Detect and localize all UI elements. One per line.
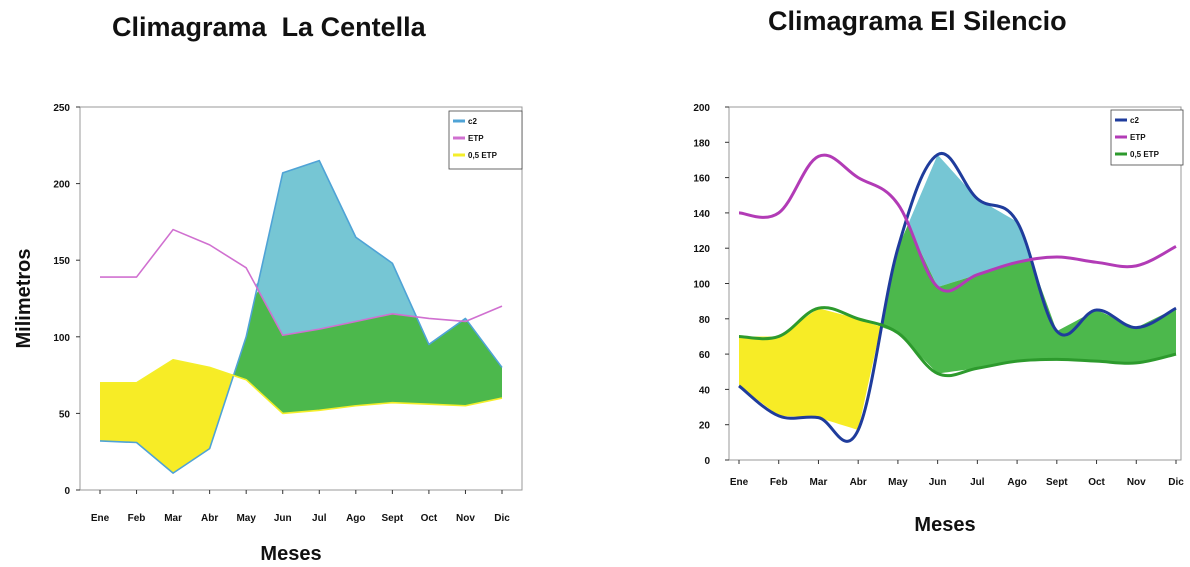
x-tick-label: Feb: [128, 513, 146, 524]
y-tick-label: 40: [699, 385, 711, 396]
y-tick-label: 20: [699, 421, 711, 432]
series-line-c2: [99, 159, 503, 474]
series-line-etp: [738, 153, 1177, 293]
series-line-etp: [100, 228, 503, 337]
reserve-area: [739, 224, 1176, 374]
deficit-area: [100, 160, 502, 474]
chart-title-el-silencio: Climagrama El Silencio: [768, 6, 1067, 36]
x-tick-label: Jul: [970, 477, 985, 488]
y-tick-label: 100: [693, 280, 710, 291]
y-tick-label: 150: [53, 256, 70, 267]
x-tick-label: Sept: [1046, 477, 1068, 488]
x-tick-label: Mar: [810, 477, 828, 488]
x-tick-label: Ago: [346, 513, 365, 524]
y-tick-label: 200: [53, 180, 70, 191]
series-line-c2: [738, 151, 1177, 443]
y-tick-label: 140: [693, 209, 710, 220]
legend-entry: ETP: [1130, 133, 1146, 142]
x-tick-label: Nov: [1127, 477, 1146, 488]
y-tick-label: 80: [699, 315, 711, 326]
chart-2: 0 20 40 60 80 100 120 140 160 180 200 Ene Feb Mar Abr M…: [693, 103, 1184, 536]
x-tick-label: Mar: [164, 513, 182, 524]
x-tick-label: Dic: [494, 513, 510, 524]
x-tick-label: Ene: [91, 513, 110, 524]
x-tick-label: May: [888, 477, 908, 488]
x-tick-label: Jun: [929, 477, 947, 488]
y-tick-label: 60: [699, 350, 711, 361]
x-tick-label: Jun: [274, 513, 292, 524]
y-tick-label: 0: [64, 486, 70, 497]
x-tick-label: Feb: [770, 477, 788, 488]
reserve-area: [100, 290, 502, 414]
series-line-0-5-etp: [100, 358, 503, 415]
x-tick-label: Sept: [382, 513, 404, 524]
x-tick-label: Ago: [1007, 477, 1026, 488]
surplus-area: [100, 160, 502, 336]
legend-entry: 0,5 ETP: [1130, 150, 1160, 159]
deficit-area: [739, 154, 1176, 430]
y-tick-label: 250: [53, 103, 70, 114]
y-tick-label: 50: [59, 409, 71, 420]
y-axis-label: Milimetros: [13, 248, 35, 348]
x-tick-label: May: [236, 513, 256, 524]
x-tick-label: Dic: [1168, 477, 1184, 488]
series-line-0-5-etp: [738, 306, 1177, 378]
y-tick-label: 160: [693, 174, 710, 185]
x-tick-label: Ene: [730, 477, 749, 488]
y-tick-label: 100: [53, 333, 70, 344]
surplus-area: [739, 154, 1176, 288]
x-tick-label: Abr: [850, 477, 867, 488]
y-tick-label: 120: [693, 244, 710, 255]
x-tick-label: Oct: [421, 513, 438, 524]
chart-title-la-centella: Climagrama La Centella: [112, 12, 426, 42]
x-tick-label: Jul: [312, 513, 327, 524]
legend-entry: c2: [468, 117, 477, 126]
x-tick-label: Abr: [201, 513, 218, 524]
x-axis-label: Meses: [260, 543, 321, 565]
legend-entry: ETP: [468, 134, 484, 143]
y-tick-label: 0: [704, 456, 710, 467]
legend-entry: 0,5 ETP: [468, 151, 498, 160]
x-axis-label: Meses: [914, 514, 975, 536]
x-tick-label: Oct: [1088, 477, 1105, 488]
y-tick-label: 200: [693, 103, 710, 114]
chart-1: 0 50 100 150 200 250 Ene Feb Mar Abr May Jun Jul Ago S…: [13, 103, 523, 565]
x-tick-label: Nov: [456, 513, 475, 524]
legend-entry: c2: [1130, 116, 1139, 125]
y-tick-label: 180: [693, 138, 710, 149]
